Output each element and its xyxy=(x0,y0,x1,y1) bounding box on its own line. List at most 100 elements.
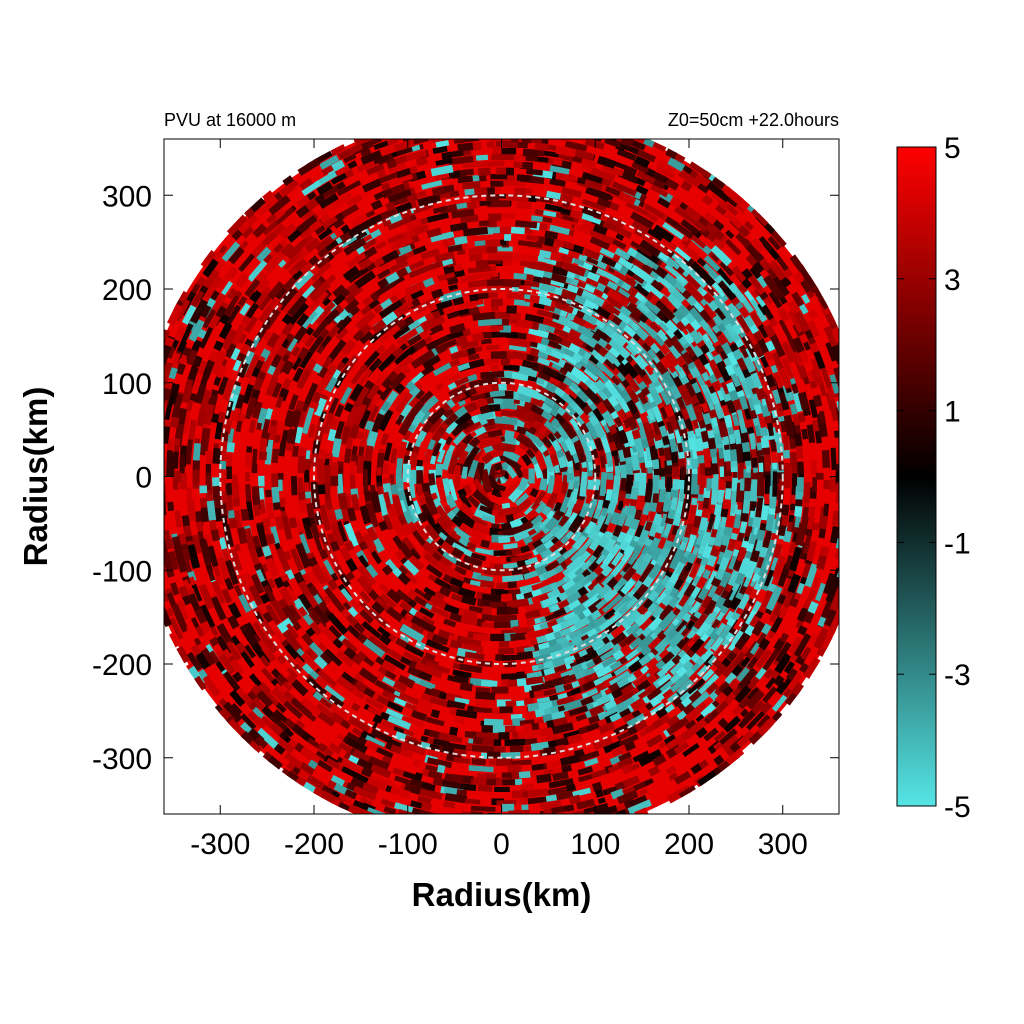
pvu-cell xyxy=(593,805,619,814)
pvu-cell xyxy=(384,670,397,681)
pvu-cell xyxy=(838,427,839,441)
pvu-cell xyxy=(434,577,453,591)
pvu-cell xyxy=(612,475,621,494)
pvu-cell xyxy=(593,351,607,365)
pvu-cell xyxy=(255,195,279,217)
pvu-cell xyxy=(674,770,692,785)
pvu-cell xyxy=(228,602,242,620)
pvu-cell xyxy=(277,611,287,623)
pvu-cell xyxy=(267,578,276,590)
pvu-cell xyxy=(859,421,868,446)
pvu-cell xyxy=(356,564,377,587)
pvu-cell xyxy=(358,257,373,271)
pvu-cell xyxy=(424,523,440,541)
pvu-cell xyxy=(508,809,530,814)
pvu-cell xyxy=(377,343,398,363)
pvu-cell xyxy=(508,108,527,117)
pvu-cell xyxy=(284,752,303,768)
pvu-cell xyxy=(700,261,719,280)
pvu-cell xyxy=(763,274,783,298)
pvu-cell xyxy=(524,556,539,566)
pvu-cell xyxy=(835,482,839,503)
pvu-cell xyxy=(772,692,789,712)
pvu-cell xyxy=(652,224,675,243)
pvu-cell xyxy=(636,139,646,145)
pvu-cell xyxy=(265,651,277,663)
pvu-cell xyxy=(167,303,184,326)
pvu-cell xyxy=(502,259,513,265)
pvu-cell xyxy=(630,240,654,258)
pvu-cell xyxy=(760,436,770,449)
pvu-cell xyxy=(799,662,810,674)
pvu-cell xyxy=(308,290,329,311)
x-tick-label: -200 xyxy=(284,828,344,861)
pvu-cell xyxy=(838,379,839,405)
pvu-cell xyxy=(561,186,582,198)
pvu-cell xyxy=(314,311,327,325)
pvu-cell xyxy=(680,180,693,192)
pvu-cell xyxy=(625,201,649,217)
pvu-cell xyxy=(759,522,767,531)
pvu-cell xyxy=(780,504,790,516)
pvu-cell xyxy=(819,546,830,557)
pvu-cell xyxy=(644,778,654,787)
pvu-cell xyxy=(370,763,392,779)
pvu-cell xyxy=(472,122,487,130)
pvu-cell xyxy=(340,425,351,445)
pvu-cell xyxy=(707,232,717,243)
pvu-cell xyxy=(706,181,731,203)
pvu-cell xyxy=(186,399,194,412)
pvu-cell xyxy=(195,652,211,670)
pvu-cell xyxy=(452,526,473,543)
pvu-cell xyxy=(731,362,744,377)
pvu-cell xyxy=(763,323,776,339)
pvu-cell xyxy=(756,322,770,339)
pvu-cell xyxy=(370,491,382,514)
pvu-cell xyxy=(212,485,222,511)
pvu-cell xyxy=(806,424,816,444)
pvu-cell xyxy=(808,309,818,319)
pvu-cell xyxy=(380,798,395,808)
pvu-cell xyxy=(732,287,747,304)
pvu-cell xyxy=(164,426,171,444)
pvu-cell xyxy=(665,148,678,160)
pvu-cell xyxy=(463,420,482,434)
pvu-cell xyxy=(174,510,182,528)
pvu-cell xyxy=(514,154,526,163)
pvu-cell xyxy=(551,362,562,371)
pvu-cell xyxy=(481,679,498,688)
pvu-cell xyxy=(328,694,345,709)
pvu-cell xyxy=(488,213,502,222)
pvu-cell xyxy=(539,799,562,810)
pvu-cell xyxy=(430,709,441,719)
pvu-cell xyxy=(583,802,609,814)
pvu-cell xyxy=(391,139,415,153)
pvu-cell xyxy=(505,514,515,523)
pvu-cell xyxy=(710,244,733,267)
pvu-cell xyxy=(309,261,332,282)
pvu-cell xyxy=(610,788,625,800)
pvu-cell xyxy=(340,234,358,249)
pvu-cell xyxy=(768,318,778,328)
pvu-cell xyxy=(359,796,373,807)
pvu-cell xyxy=(415,483,424,497)
pvu-cell xyxy=(296,369,311,390)
pvu-cell xyxy=(332,637,344,649)
pvu-cell xyxy=(482,115,499,122)
pvu-cell xyxy=(823,572,836,595)
pvu-cell xyxy=(304,458,312,470)
pvu-cell xyxy=(237,333,247,345)
pvu-cell xyxy=(721,402,731,417)
pvu-cell xyxy=(636,170,656,184)
pvu-cell xyxy=(853,419,860,432)
pvu-cell xyxy=(420,664,443,679)
pvu-cell xyxy=(581,171,604,184)
pvu-cell xyxy=(437,271,456,282)
pvu-cell xyxy=(561,113,576,121)
pvu-cell xyxy=(224,577,234,591)
pvu-cell xyxy=(633,719,648,732)
pvu-cell xyxy=(499,706,513,714)
pvu-cell xyxy=(702,292,714,304)
y-tick-label: -200 xyxy=(92,649,152,682)
pvu-cell xyxy=(415,156,428,167)
